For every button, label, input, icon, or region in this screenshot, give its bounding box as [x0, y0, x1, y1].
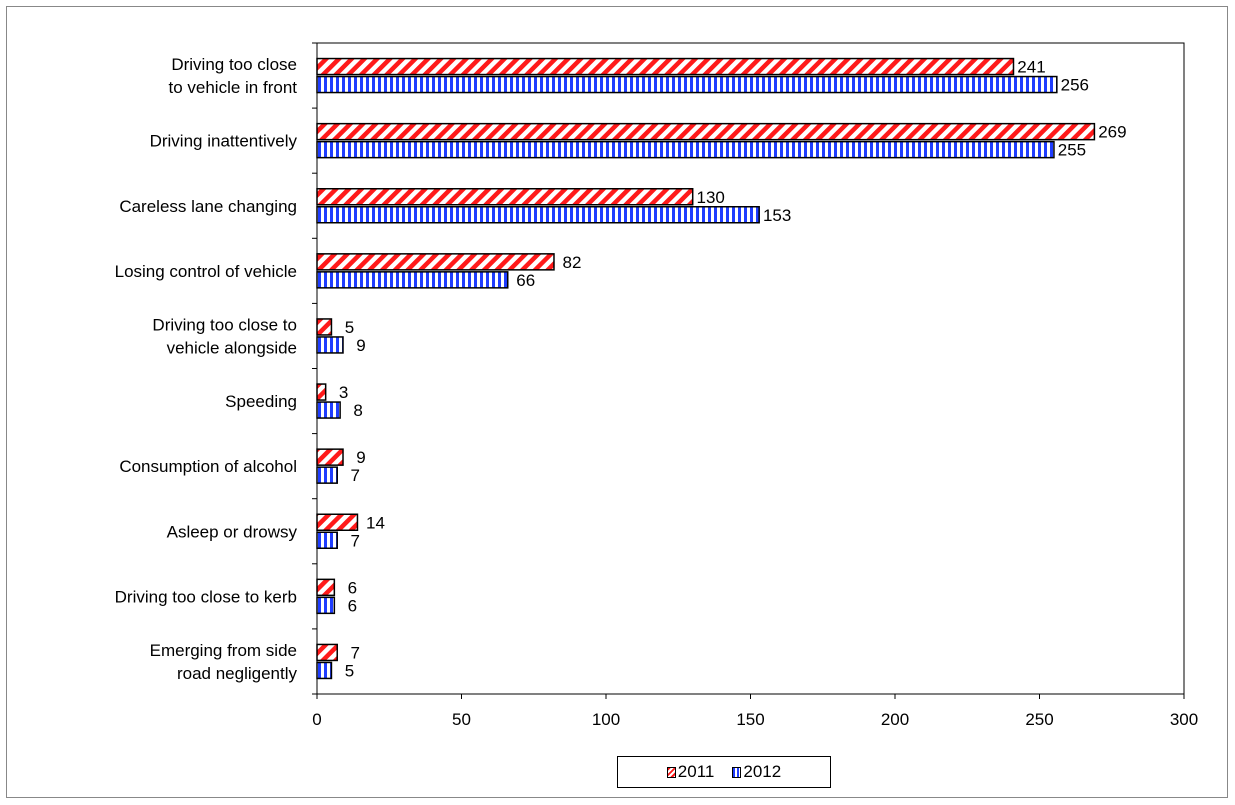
bar-2011	[316, 643, 338, 662]
y-category-label: vehicle alongside	[167, 338, 297, 357]
data-label-2012: 256	[1061, 76, 1089, 95]
y-category-label: Consumption of alcohol	[119, 457, 297, 476]
data-label-2012: 255	[1058, 141, 1086, 160]
bar-2011	[316, 578, 336, 597]
data-label-2011: 6	[348, 578, 357, 597]
y-category-label: Careless lane changing	[119, 197, 297, 216]
data-label-2011: 14	[366, 513, 385, 532]
plot-border	[316, 42, 1185, 695]
data-label-2012: 7	[350, 466, 359, 485]
bar-2012	[316, 206, 760, 224]
y-category-label: Speeding	[225, 392, 297, 411]
y-category-label: Asleep or drowsy	[167, 522, 298, 541]
data-label-2011: 5	[345, 318, 354, 337]
y-category-label: Driving inattentively	[150, 132, 298, 151]
bar-2012	[316, 336, 344, 354]
legend-item-2012: 2012	[732, 762, 781, 782]
bar-2012	[316, 401, 341, 419]
x-tick-label: 200	[881, 710, 909, 729]
data-label-2011: 7	[350, 643, 359, 662]
data-label-2011: 9	[356, 448, 365, 467]
data-label-2011: 3	[339, 383, 348, 402]
y-category-label: to vehicle in front	[168, 78, 297, 97]
bar-2011	[316, 513, 359, 531]
bar-2012	[316, 661, 333, 680]
data-label-2012: 9	[356, 336, 365, 355]
x-tick-label: 150	[736, 710, 764, 729]
bar-2011	[316, 253, 555, 271]
data-label-2012: 7	[350, 531, 359, 550]
legend-swatch-2011	[666, 766, 676, 778]
bar-2012	[316, 140, 1055, 159]
y-category-label: Losing control of vehicle	[115, 262, 297, 281]
x-tick-label: 0	[312, 710, 321, 729]
y-category-label: Driving too close	[171, 55, 297, 74]
bar-2011	[316, 122, 1096, 141]
y-category-label: road negligently	[177, 664, 298, 683]
bar-2012	[316, 466, 338, 484]
bar-2012	[316, 596, 336, 615]
data-label-2012: 66	[516, 271, 535, 290]
y-category-label: Driving too close to kerb	[115, 587, 297, 606]
bar-2012	[316, 531, 338, 549]
data-label-2011: 130	[697, 188, 725, 207]
plot-area: 0 50 100 150 200 250 300 Driving too close to ve…	[115, 42, 1198, 729]
legend-swatch-2012	[732, 766, 742, 778]
legend: 2011 2012	[617, 756, 831, 788]
legend-label-2011: 2011	[677, 762, 715, 781]
x-tick-label: 100	[592, 710, 620, 729]
y-category-label: Emerging from side	[150, 641, 297, 660]
bar-2011	[316, 448, 344, 466]
data-label-2011: 241	[1017, 58, 1045, 77]
bar-2012	[316, 75, 1058, 94]
y-category-label: Driving too close to	[152, 315, 297, 334]
data-label-2011: 269	[1098, 123, 1126, 142]
data-label-2012: 153	[763, 206, 791, 225]
bar-2011	[316, 318, 333, 336]
bar-2011	[316, 383, 327, 401]
data-label-2011: 82	[563, 253, 582, 272]
data-label-2012: 8	[353, 401, 362, 420]
data-label-2012: 6	[348, 596, 357, 615]
x-tick-label: 300	[1170, 710, 1198, 729]
bar-2011	[316, 57, 1015, 76]
x-tick-label: 50	[452, 710, 471, 729]
legend-label-2012: 2012	[743, 762, 782, 781]
x-tick-label: 250	[1025, 710, 1053, 729]
legend-item-2011: 2011	[666, 762, 715, 782]
bar-2012	[316, 271, 509, 289]
data-label-2012: 5	[345, 661, 354, 680]
bar-2011	[316, 188, 694, 206]
